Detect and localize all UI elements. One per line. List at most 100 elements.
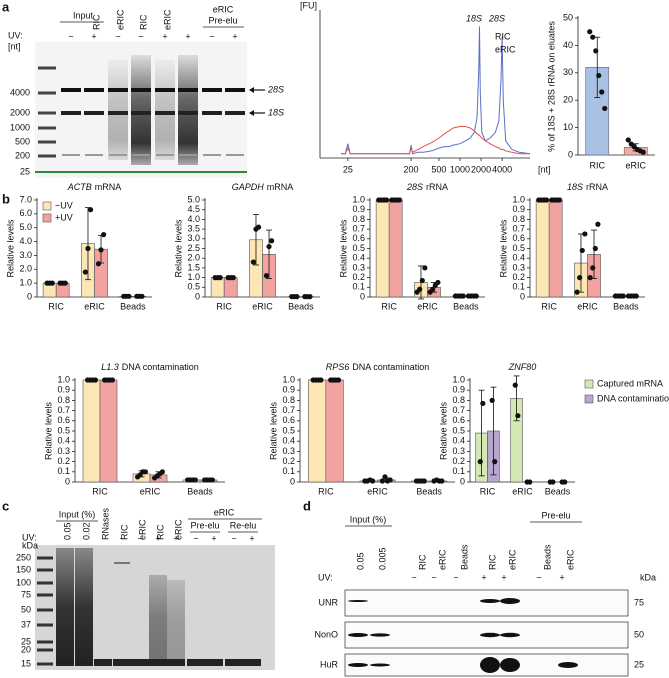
data-point <box>396 197 403 203</box>
data-point <box>126 293 132 299</box>
data-point <box>142 469 148 475</box>
data-point <box>379 478 385 484</box>
band <box>94 659 112 666</box>
size-marker: 1000 <box>10 122 30 132</box>
lane-label: 0.05 <box>355 552 365 570</box>
kda-marker: 20 <box>21 644 31 654</box>
bar <box>99 379 118 483</box>
size-marker: 25 <box>20 166 30 176</box>
legend-label: Captured mRNA <box>597 378 663 388</box>
lane-label: RIC <box>155 524 165 540</box>
data-point <box>109 377 115 383</box>
blot <box>344 621 629 649</box>
band <box>225 659 243 666</box>
data-point <box>419 277 425 284</box>
peak-label: 18S <box>466 13 482 23</box>
data-point <box>387 477 393 483</box>
data-point <box>595 221 601 227</box>
y-tick-label: 0 <box>460 476 465 486</box>
group-label: Re-elu <box>230 520 257 530</box>
y-tick-label: 0.4 <box>452 436 465 446</box>
ladder-band <box>38 126 56 130</box>
ladder-band <box>37 581 53 585</box>
y-tick-label: 0.7 <box>57 405 70 415</box>
uv-sign: − <box>137 533 142 543</box>
y-tick-label: 0 <box>568 149 573 159</box>
y-tick-label: 0.3 <box>57 446 70 456</box>
y-axis-label: Relative levels <box>43 401 53 460</box>
y-unit: [FU] <box>300 0 317 10</box>
group-label: eRIC <box>213 4 234 14</box>
chart-title: RPS6 DNA contamination <box>326 362 430 372</box>
y-tick-label: 0.3 <box>352 262 365 272</box>
y-tick-label: 0.2 <box>352 272 365 282</box>
data-point <box>383 197 390 203</box>
y-axis-label: Relative levels <box>498 219 508 278</box>
band <box>85 154 103 156</box>
lane-label: RIC <box>487 554 497 570</box>
y-tick-label: 0.3 <box>282 446 295 456</box>
y-tick-label: 0.6 <box>512 233 525 243</box>
y-axis-label: Relative levels <box>338 219 348 278</box>
data-point <box>582 231 588 237</box>
y-tick-label: 7.0 <box>19 194 32 204</box>
blot-band <box>348 663 368 667</box>
band <box>225 111 245 115</box>
smear <box>131 55 151 165</box>
x-tick-label: eRIC <box>367 486 388 496</box>
ladder-band <box>37 648 53 652</box>
kda-marker: 250 <box>16 552 31 562</box>
lane-label: Beads <box>542 544 552 570</box>
blot-band <box>500 658 520 672</box>
y-tick-label: 0.4 <box>57 436 70 446</box>
title-part: ZNF80 <box>508 362 537 372</box>
chart-title: ACTB mRNA <box>67 182 122 192</box>
x-tick-label: 1000 <box>450 164 470 174</box>
lane-label: Beads <box>459 544 469 570</box>
y-tick-label: 5.0 <box>187 194 200 204</box>
band <box>155 88 175 92</box>
y-tick-label: 10 <box>563 122 573 132</box>
kda-marker: 15 <box>21 658 31 668</box>
data-point <box>101 232 107 238</box>
y-tick-label: 0.9 <box>452 385 465 395</box>
data-point <box>370 478 376 484</box>
x-tick-label: RIC <box>590 160 606 170</box>
blot-band <box>500 632 520 638</box>
data-point <box>335 377 342 383</box>
uv-sign: − <box>536 572 541 582</box>
peak-label: 28S <box>488 13 505 23</box>
title-part: rRNA <box>426 182 448 192</box>
data-point <box>439 478 445 484</box>
data-point <box>85 245 91 252</box>
kda-marker: 75 <box>21 589 31 599</box>
group-label: Input (%) <box>59 509 96 519</box>
y-tick-label: 0.6 <box>282 415 295 425</box>
y-axis-label: Relative levels <box>5 219 15 278</box>
data-point <box>217 275 223 281</box>
y-tick-label: 0 <box>195 291 200 301</box>
uv-sign: − <box>431 572 436 582</box>
band <box>202 88 222 92</box>
size-marker: 500 <box>15 136 30 146</box>
title-part: 18S <box>567 182 583 192</box>
lane-label: 0.005 <box>377 547 387 570</box>
size-marker: 200 <box>15 150 30 160</box>
data-point <box>577 275 583 281</box>
bar <box>210 277 225 298</box>
legend-swatch <box>42 213 52 223</box>
title-part: mRNA <box>95 182 122 192</box>
lane-label: eRIC <box>437 549 447 570</box>
size-marker: 2000 <box>10 107 30 117</box>
blot <box>344 589 629 617</box>
data-point <box>579 247 585 254</box>
band <box>167 659 185 666</box>
band <box>109 154 127 156</box>
data-point <box>590 265 596 271</box>
y-tick-label: 0.4 <box>512 253 525 263</box>
uv-label: UV: <box>318 572 333 582</box>
data-point <box>92 377 98 383</box>
data-point <box>640 149 646 155</box>
data-point <box>98 247 104 253</box>
